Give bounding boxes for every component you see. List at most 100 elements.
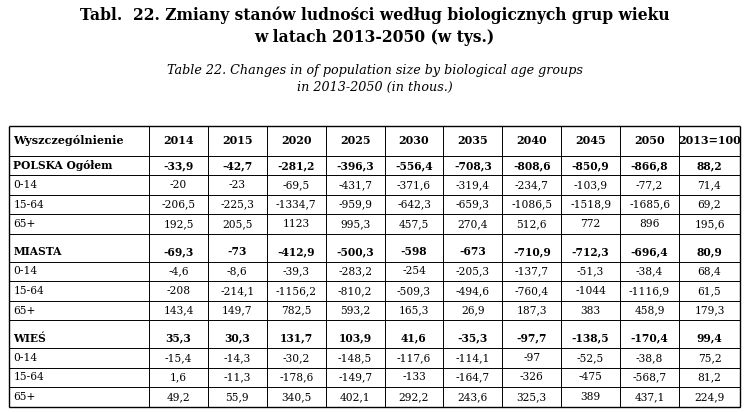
Text: -1334,7: -1334,7 <box>276 199 317 209</box>
Text: -1116,9: -1116,9 <box>629 286 670 296</box>
Text: -850,9: -850,9 <box>571 160 610 171</box>
Text: 2025: 2025 <box>340 135 371 146</box>
Text: 88,2: 88,2 <box>697 160 722 171</box>
Text: 340,5: 340,5 <box>281 392 312 402</box>
Text: -97,7: -97,7 <box>517 333 547 344</box>
Text: -117,6: -117,6 <box>397 353 431 363</box>
Text: -178,6: -178,6 <box>279 373 313 382</box>
Text: 41,6: 41,6 <box>401 333 427 344</box>
Text: Tabl.  22. Zmiany stanów ludności według biologicznych grup wieku
w latach 2013-: Tabl. 22. Zmiany stanów ludności według … <box>79 6 670 46</box>
Text: -97: -97 <box>524 353 540 363</box>
Text: -371,6: -371,6 <box>397 180 431 190</box>
Text: -412,9: -412,9 <box>277 247 315 257</box>
Text: -396,3: -396,3 <box>336 160 374 171</box>
Text: -20: -20 <box>170 180 187 190</box>
Text: -14,3: -14,3 <box>224 353 251 363</box>
Text: 457,5: 457,5 <box>398 219 429 229</box>
Text: -234,7: -234,7 <box>515 180 549 190</box>
Text: 187,3: 187,3 <box>517 306 547 316</box>
Text: -42,7: -42,7 <box>222 160 252 171</box>
Text: 2045: 2045 <box>575 135 606 146</box>
Text: -114,1: -114,1 <box>455 353 490 363</box>
Text: -673: -673 <box>459 247 486 257</box>
Text: -69,5: -69,5 <box>282 180 310 190</box>
Text: -254: -254 <box>402 266 426 276</box>
Text: 26,9: 26,9 <box>461 306 485 316</box>
Text: 243,6: 243,6 <box>458 392 488 402</box>
Text: -959,9: -959,9 <box>338 199 372 209</box>
Text: -4,6: -4,6 <box>169 266 189 276</box>
Text: 61,5: 61,5 <box>697 286 721 296</box>
Text: 896: 896 <box>640 219 660 229</box>
Text: -39,3: -39,3 <box>282 266 310 276</box>
Text: -710,9: -710,9 <box>513 247 551 257</box>
Text: Wyszczególnienie: Wyszczególnienie <box>13 135 124 146</box>
Text: 55,9: 55,9 <box>225 392 249 402</box>
Text: 103,9: 103,9 <box>339 333 372 344</box>
Text: -431,7: -431,7 <box>338 180 372 190</box>
Text: 2014: 2014 <box>163 135 194 146</box>
Text: 458,9: 458,9 <box>634 306 665 316</box>
Text: 270,4: 270,4 <box>458 219 488 229</box>
Text: -281,2: -281,2 <box>278 160 315 171</box>
Text: 49,2: 49,2 <box>166 392 190 402</box>
Text: -69,3: -69,3 <box>163 247 193 257</box>
Text: 99,4: 99,4 <box>697 333 722 344</box>
Text: 995,3: 995,3 <box>340 219 370 229</box>
Text: 15-64: 15-64 <box>13 199 44 209</box>
Text: 2040: 2040 <box>517 135 547 146</box>
Text: 292,2: 292,2 <box>398 392 429 402</box>
Text: 80,9: 80,9 <box>697 247 722 257</box>
Text: -170,4: -170,4 <box>631 333 668 344</box>
Text: -1044: -1044 <box>575 286 606 296</box>
Text: -225,3: -225,3 <box>220 199 254 209</box>
Text: -38,8: -38,8 <box>636 353 663 363</box>
Text: -51,3: -51,3 <box>577 266 604 276</box>
Text: 325,3: 325,3 <box>517 392 547 402</box>
Text: 0-14: 0-14 <box>13 266 37 276</box>
Text: 0-14: 0-14 <box>13 180 37 190</box>
Text: -500,3: -500,3 <box>336 247 374 257</box>
Text: -760,4: -760,4 <box>515 286 549 296</box>
Text: -642,3: -642,3 <box>397 199 431 209</box>
Text: -77,2: -77,2 <box>636 180 663 190</box>
Text: 1,6: 1,6 <box>170 373 187 382</box>
Text: 149,7: 149,7 <box>222 306 252 316</box>
Text: -696,4: -696,4 <box>631 247 668 257</box>
Text: -137,7: -137,7 <box>515 266 549 276</box>
Text: 35,3: 35,3 <box>166 333 191 344</box>
Text: -712,3: -712,3 <box>571 247 610 257</box>
Text: -103,9: -103,9 <box>574 180 607 190</box>
Text: -808,6: -808,6 <box>513 160 551 171</box>
Text: 593,2: 593,2 <box>340 306 370 316</box>
Text: 15-64: 15-64 <box>13 286 44 296</box>
Text: 179,3: 179,3 <box>694 306 725 316</box>
Text: -15,4: -15,4 <box>165 353 192 363</box>
Text: 69,2: 69,2 <box>697 199 721 209</box>
Text: -149,7: -149,7 <box>338 373 372 382</box>
Text: 1123: 1123 <box>282 219 310 229</box>
Text: -319,4: -319,4 <box>456 180 490 190</box>
Text: -52,5: -52,5 <box>577 353 604 363</box>
Text: 195,6: 195,6 <box>694 219 725 229</box>
Text: 512,6: 512,6 <box>517 219 547 229</box>
Text: -708,3: -708,3 <box>454 160 492 171</box>
Text: POLSKA Ogółem: POLSKA Ogółem <box>13 160 113 171</box>
Text: 192,5: 192,5 <box>163 219 194 229</box>
Text: MIASTA: MIASTA <box>13 247 62 257</box>
Text: -138,5: -138,5 <box>571 333 610 344</box>
Text: -1518,9: -1518,9 <box>570 199 611 209</box>
Text: 2030: 2030 <box>398 135 429 146</box>
Text: 2015: 2015 <box>222 135 252 146</box>
Text: -283,2: -283,2 <box>338 266 372 276</box>
Text: 81,2: 81,2 <box>697 373 721 382</box>
Text: 2013=100: 2013=100 <box>678 135 741 146</box>
Text: 131,7: 131,7 <box>279 333 313 344</box>
Text: Table 22. Changes in of population size by biological age groups
in 2013-2050 (i: Table 22. Changes in of population size … <box>166 64 583 94</box>
Text: -148,5: -148,5 <box>338 353 372 363</box>
Text: 143,4: 143,4 <box>163 306 194 316</box>
Text: 402,1: 402,1 <box>340 392 371 402</box>
Text: -214,1: -214,1 <box>220 286 255 296</box>
Text: 75,2: 75,2 <box>697 353 721 363</box>
Text: 2050: 2050 <box>634 135 665 146</box>
